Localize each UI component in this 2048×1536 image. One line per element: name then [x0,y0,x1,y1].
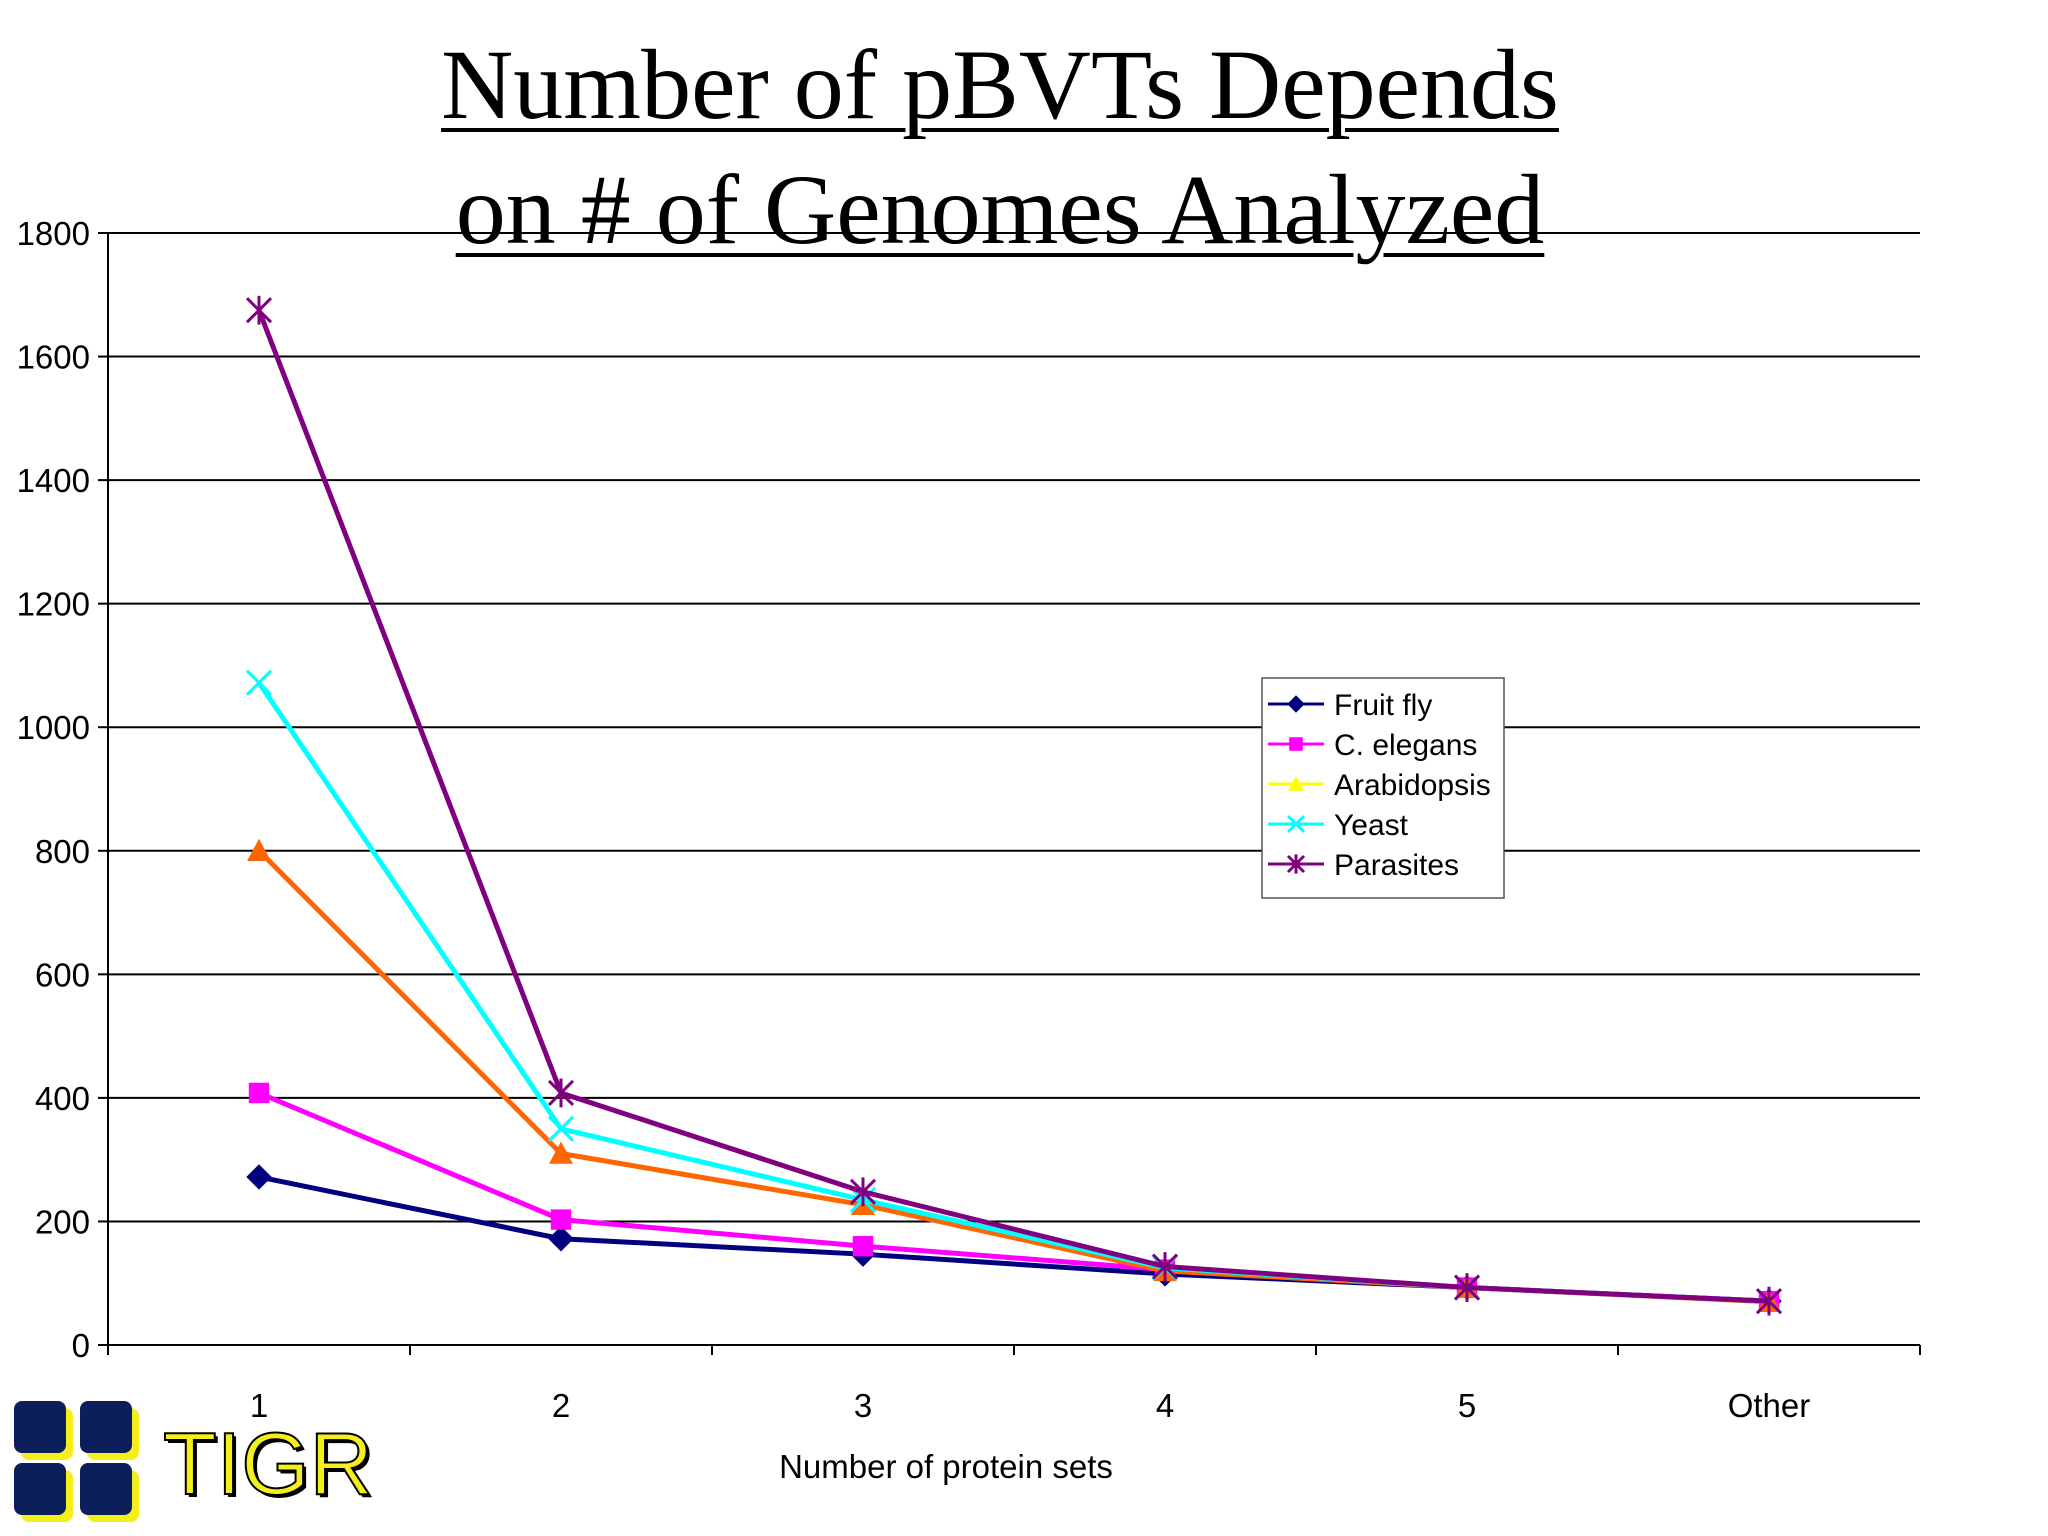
legend-item: Fruit fly [1268,689,1432,722]
data-point [245,295,273,325]
legend-label: C. elegans [1334,729,1477,762]
x-tick-label: 5 [1458,1387,1476,1424]
data-point [547,1115,575,1142]
legend-item: C. elegans [1268,729,1477,762]
legend-marker [1289,737,1303,751]
series-c-elegans [248,1082,1780,1312]
series-lines [245,295,1783,1316]
data-point [549,1141,573,1164]
series-line [256,681,1770,1304]
x-tick-label: Other [1728,1387,1811,1424]
y-tick-label: 800 [35,833,90,870]
y-tick-label: 600 [35,956,90,993]
data-point [1151,1252,1179,1281]
data-point [247,838,271,861]
series-line [258,1090,1770,1304]
y-tick-label: 0 [72,1327,90,1364]
y-tick-label: 1000 [17,709,90,746]
data-point [1453,1273,1481,1302]
y-tick-label: 1400 [17,462,90,499]
y-tick-label: 400 [35,1080,90,1117]
y-tick-label: 200 [35,1203,90,1240]
x-tick-label: 2 [552,1387,570,1424]
legend-item: Yeast [1268,809,1409,842]
data-point [246,1164,272,1190]
legend-label: Arabidopsis [1334,769,1491,802]
data-point [245,669,273,696]
title-line-1: Number of pBVTs Depends [441,29,1559,140]
data-point [849,1177,877,1207]
legend-marker [1286,854,1306,874]
legend-item: Parasites [1268,849,1459,882]
legend-label: Fruit fly [1334,689,1432,722]
y-tick-label: 1800 [17,215,90,252]
legend-label: Yeast [1334,809,1409,842]
logo-text: TIGR [162,1414,374,1513]
legend-item: Arabidopsis [1268,769,1491,802]
data-point [248,1082,270,1104]
series-parasites [245,295,1783,1316]
title-line-2: on # of Genomes Analyzed [455,154,1545,265]
logo-square-icon [80,1463,132,1515]
series-line [256,309,1770,1304]
legend: Fruit fly C. elegans Arabidopsis Yeast Paras… [1261,677,1505,899]
legend-marker [1286,814,1306,834]
series-arabidopsis [247,838,1781,1312]
logo-square-icon [14,1463,66,1515]
tigr-logo: TIGR [8,1395,388,1530]
slide-title: Number of pBVTs Depends on # of Genomes … [0,22,2000,272]
legend-marker [1287,695,1305,713]
x-tick-label: 1 [250,1387,268,1424]
logo-square-icon [14,1401,66,1453]
data-point [548,1226,574,1252]
legend-label: Parasites [1334,849,1459,882]
grid-lines [108,232,1920,1223]
series-yeast [245,669,1783,1315]
x-tick-label: 3 [854,1387,872,1424]
y-tick-label: 1200 [17,586,90,623]
data-point [852,1235,874,1257]
axes: 0 200 400 600 800 1000 1200 1400 1600 1800 1 2 3 4 5 Ot… [17,215,1921,1485]
x-axis-title: Number of protein sets [779,1448,1113,1485]
x-tick-label: 4 [1156,1387,1174,1424]
data-point [550,1209,572,1230]
data-point [1755,1286,1783,1316]
data-point [547,1078,575,1108]
legend-marker [1288,776,1304,791]
y-tick-label: 1600 [17,339,90,376]
logo-square-icon [80,1401,132,1453]
